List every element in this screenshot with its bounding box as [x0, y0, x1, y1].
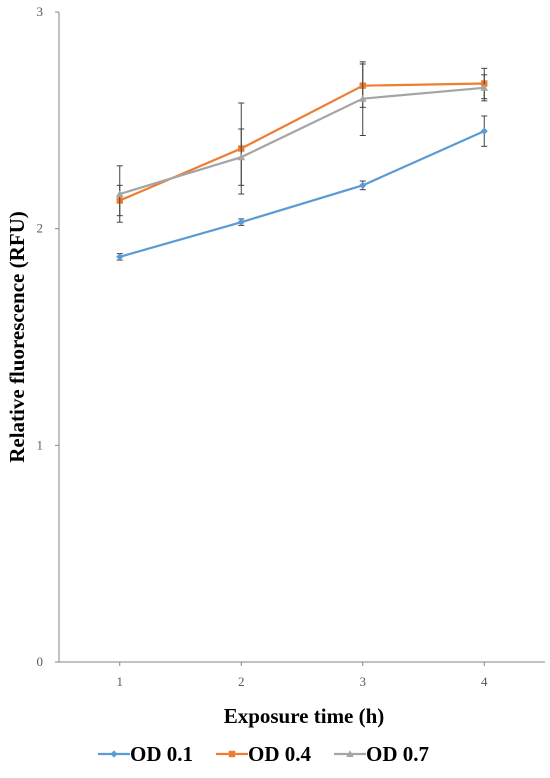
legend-item: OD 0.1 [98, 742, 193, 766]
legend: OD 0.1 OD 0.4 OD 0.7 [98, 742, 429, 766]
legend-label: OD 0.4 [248, 742, 312, 766]
legend-marker [228, 750, 236, 758]
y-tick-labels: 0 1 2 3 [37, 4, 44, 669]
x-tick-label: 1 [117, 674, 124, 689]
y-tick-label: 1 [37, 437, 44, 452]
series-line [119, 130, 485, 258]
data-point [116, 253, 124, 261]
x-tick-label: 4 [481, 674, 488, 689]
y-tick-label: 3 [37, 4, 44, 19]
y-tick-label: 0 [37, 654, 44, 669]
axes [55, 11, 545, 666]
series-line [119, 82, 485, 202]
y-tick-label: 2 [37, 221, 44, 236]
series-od-0-4 [116, 63, 488, 217]
data-point [480, 84, 489, 91]
legend-item: OD 0.4 [216, 742, 312, 766]
legend-label: OD 0.1 [130, 742, 193, 766]
series-od-0-7 [115, 61, 489, 223]
x-axis-title: Exposure time (h) [224, 704, 385, 728]
data-point [237, 153, 246, 161]
series-layer [115, 61, 489, 261]
data-point [358, 94, 367, 102]
data-point [237, 218, 245, 226]
x-tick-label: 2 [238, 674, 245, 689]
legend-marker [110, 750, 118, 758]
data-point [115, 190, 124, 198]
y-axis-title: Relative fluorescence (RFU) [5, 211, 29, 463]
series-od-0-1 [116, 115, 488, 261]
x-tick-label: 3 [360, 674, 367, 689]
legend-item: OD 0.7 [334, 742, 429, 766]
legend-marker [346, 750, 354, 758]
data-point [480, 127, 488, 135]
x-tick-labels: 1 2 3 4 [117, 674, 489, 689]
data-point [359, 181, 367, 189]
series-line [119, 86, 485, 196]
legend-label: OD 0.7 [366, 742, 429, 766]
